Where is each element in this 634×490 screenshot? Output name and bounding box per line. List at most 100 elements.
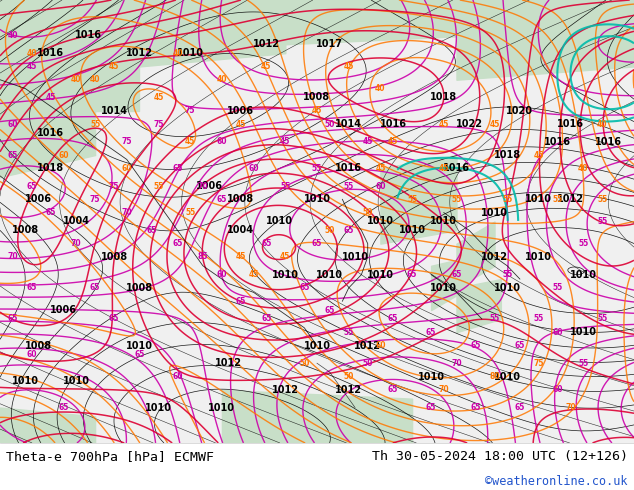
Text: 60: 60	[217, 137, 227, 146]
Text: 1016: 1016	[37, 128, 64, 138]
Text: 1012: 1012	[335, 385, 362, 395]
Text: 70: 70	[122, 208, 132, 217]
Text: 65: 65	[134, 350, 145, 359]
Text: 1016: 1016	[545, 137, 571, 147]
Text: 40: 40	[71, 75, 81, 84]
Text: 40: 40	[578, 164, 588, 173]
Text: 1008: 1008	[304, 93, 330, 102]
Text: 1012: 1012	[272, 385, 299, 395]
Text: 65: 65	[426, 328, 436, 337]
Text: 40: 40	[597, 120, 607, 128]
Text: 60: 60	[122, 164, 132, 173]
Text: 45: 45	[27, 62, 37, 71]
Text: 1010: 1010	[304, 341, 330, 350]
Text: 45: 45	[534, 150, 544, 160]
Text: 1016: 1016	[380, 119, 406, 129]
Text: 1018: 1018	[430, 93, 457, 102]
Text: 75: 75	[122, 137, 132, 146]
Text: 60: 60	[27, 350, 37, 359]
Text: 45: 45	[439, 120, 449, 128]
Text: 65: 65	[388, 385, 398, 394]
Text: 55: 55	[578, 239, 588, 248]
Text: 1010: 1010	[526, 195, 552, 204]
Text: 45: 45	[280, 252, 290, 262]
Text: 45: 45	[312, 106, 322, 115]
Text: 1010: 1010	[494, 371, 521, 382]
Text: 60: 60	[375, 341, 385, 350]
Text: 55: 55	[597, 315, 607, 323]
Text: 50: 50	[363, 359, 373, 368]
Text: 1010: 1010	[367, 217, 394, 226]
Text: 1010: 1010	[304, 195, 330, 204]
Text: 1010: 1010	[481, 208, 508, 218]
Text: 45: 45	[153, 93, 164, 102]
Text: 75: 75	[153, 120, 164, 128]
Text: 1012: 1012	[481, 252, 508, 262]
Text: 65: 65	[470, 341, 481, 350]
Text: 55: 55	[597, 217, 607, 226]
Text: 65: 65	[470, 403, 481, 412]
Text: 55: 55	[407, 195, 417, 204]
Text: 55: 55	[344, 328, 354, 337]
Text: Th 30-05-2024 18:00 UTC (12+126): Th 30-05-2024 18:00 UTC (12+126)	[372, 450, 628, 463]
Text: 55: 55	[90, 120, 100, 128]
Text: 45: 45	[185, 137, 195, 146]
Text: 65: 65	[261, 315, 271, 323]
Text: 1010: 1010	[12, 376, 39, 386]
Text: 65: 65	[407, 270, 417, 279]
Text: 1006: 1006	[228, 106, 254, 116]
Text: 45: 45	[439, 164, 449, 173]
Text: 80: 80	[489, 372, 500, 381]
Text: 65: 65	[172, 239, 183, 248]
Text: 45: 45	[46, 93, 56, 102]
Text: 1010: 1010	[342, 252, 368, 262]
Text: 60: 60	[58, 150, 68, 160]
Text: 65: 65	[90, 283, 100, 293]
Text: 1010: 1010	[177, 48, 204, 58]
Text: 1010: 1010	[145, 402, 172, 413]
Text: 1010: 1010	[126, 341, 153, 350]
Text: 70: 70	[439, 385, 449, 394]
Text: 55: 55	[553, 283, 563, 293]
Text: 1008: 1008	[101, 252, 127, 262]
Text: 65: 65	[46, 208, 56, 217]
Text: 45: 45	[109, 62, 119, 71]
Text: 65: 65	[147, 226, 157, 235]
Text: 1020: 1020	[507, 106, 533, 116]
Text: 75: 75	[90, 195, 100, 204]
Text: 1012: 1012	[215, 358, 242, 368]
Text: 45: 45	[388, 137, 398, 146]
Text: 40: 40	[8, 31, 18, 40]
Text: 1010: 1010	[272, 270, 299, 280]
Text: 65: 65	[261, 239, 271, 248]
Text: 75: 75	[109, 181, 119, 191]
Text: 1010: 1010	[418, 371, 444, 382]
Text: 1010: 1010	[526, 252, 552, 262]
Text: 1004: 1004	[63, 217, 89, 226]
Text: 45: 45	[249, 270, 259, 279]
Text: 65: 65	[344, 226, 354, 235]
Text: 40: 40	[90, 75, 100, 84]
Text: 65: 65	[236, 297, 246, 306]
Text: 1010: 1010	[570, 327, 597, 337]
Text: 1010: 1010	[63, 376, 89, 386]
Text: 55: 55	[489, 315, 500, 323]
Text: 65: 65	[299, 283, 309, 293]
Text: 65: 65	[8, 150, 18, 160]
Text: 1016: 1016	[75, 30, 102, 41]
Text: 70: 70	[71, 239, 81, 248]
Text: 65: 65	[426, 403, 436, 412]
Text: 70: 70	[8, 252, 18, 262]
Text: 1008: 1008	[25, 341, 51, 350]
Text: 55: 55	[280, 181, 290, 191]
Text: 1006: 1006	[196, 181, 223, 191]
Text: 1010: 1010	[570, 270, 597, 280]
Text: 1006: 1006	[25, 195, 51, 204]
Text: 1016: 1016	[37, 48, 64, 58]
Text: 1016: 1016	[595, 137, 622, 147]
Text: 45: 45	[236, 252, 246, 262]
Text: 70: 70	[566, 403, 576, 412]
Text: 1010: 1010	[430, 283, 457, 293]
Text: 40: 40	[27, 49, 37, 58]
Text: 50: 50	[299, 359, 309, 368]
